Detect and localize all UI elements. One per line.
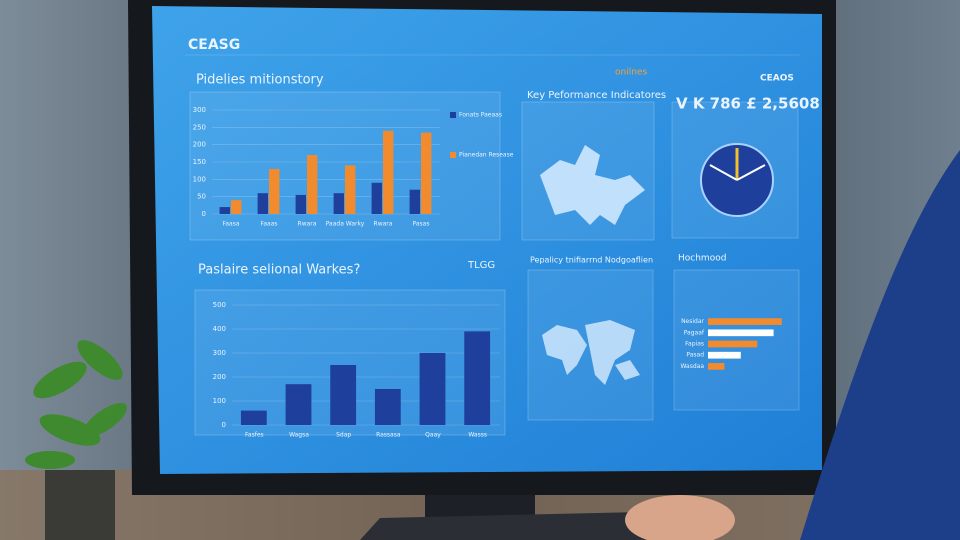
y-tick-label: Nesidar (681, 318, 704, 325)
y-tick-label: 50 (197, 193, 206, 201)
bar (307, 155, 318, 214)
legend-label: Fonats Paeaas (459, 112, 502, 119)
kpi-title: Key Peformance Indicatores (527, 90, 666, 101)
bar (708, 351, 741, 359)
x-tick-label: Wasss (468, 432, 487, 439)
keyboard (360, 512, 650, 540)
bar (371, 182, 382, 214)
plant-pot (45, 470, 115, 540)
bar (409, 189, 420, 214)
screen (152, 6, 822, 474)
bar (345, 165, 356, 214)
y-tick-label: 150 (193, 158, 206, 166)
map-title: Pepalicy tnifiarrnd Nodgoaflien (530, 256, 653, 265)
logo: CEASG (188, 37, 240, 53)
y-tick-label: 400 (213, 325, 226, 333)
gauge (700, 143, 774, 217)
bar (419, 353, 446, 425)
x-tick-label: Fasfes (245, 432, 264, 439)
bar (257, 193, 268, 214)
bar (374, 389, 401, 425)
map-1 (540, 145, 645, 225)
panels (189, 91, 800, 436)
x-tick-label: Rassasa (376, 432, 401, 439)
bar (421, 132, 432, 214)
bar (333, 193, 344, 214)
badge: CEAOS (760, 74, 794, 84)
y-tick-label: 0 (222, 421, 226, 429)
y-tick-label: 100 (213, 397, 226, 405)
y-tick-label: Wasdaa (680, 363, 704, 370)
hand (625, 495, 735, 540)
x-tick-label: Rwara (374, 221, 393, 228)
y-tick-label: 300 (193, 106, 206, 114)
bar (285, 384, 312, 425)
x-tick-label: Rwara (298, 221, 317, 228)
bar (295, 194, 306, 214)
x-tick-label: Faasa (222, 221, 239, 228)
chart-title: Paslaire selional Warkes? (198, 263, 360, 278)
y-tick-label: 100 (193, 175, 206, 183)
x-tick-label: Sdap (336, 432, 351, 439)
y-tick-label: Pasad (686, 352, 704, 359)
bar (219, 207, 230, 214)
y-tick-label: 0 (202, 210, 206, 218)
y-tick-label: 200 (213, 373, 226, 381)
x-tick-label: Wagsa (289, 432, 309, 439)
plant (25, 340, 128, 469)
y-tick-label: 500 (213, 301, 226, 309)
legend-swatch (450, 112, 456, 118)
legend-swatch (450, 152, 456, 158)
x-tick-label: Faaas (260, 221, 277, 228)
sleeve (800, 150, 960, 540)
bar (708, 318, 782, 325)
bar (240, 410, 267, 425)
bar (269, 168, 280, 214)
y-tick-label: Fapias (685, 341, 704, 348)
bar (231, 200, 242, 214)
bar (330, 365, 357, 425)
bar (708, 329, 774, 337)
y-tick-label: Pagaaf (684, 329, 705, 336)
y-tick-label: 200 (193, 141, 206, 149)
y-tick-label: 250 (193, 123, 206, 131)
bar (383, 130, 394, 214)
badge-2: TLGG (467, 260, 495, 271)
bar (708, 340, 758, 348)
x-tick-label: Paada Warky (326, 221, 365, 228)
y-tick-label: 300 (213, 349, 226, 357)
map-2 (542, 320, 640, 385)
status: onilnes (615, 68, 647, 78)
legend-label: Pianedan Resease (459, 152, 514, 159)
x-tick-label: Qaay (425, 432, 441, 439)
x-tick-label: Pasas (413, 221, 430, 228)
chart-title: Pidelies mitionstory (196, 73, 324, 88)
bar (464, 331, 491, 425)
bar (708, 363, 725, 370)
kpi-number: V K 786 £ 2,5608 (676, 95, 820, 113)
hbar-title: Hochmood (678, 254, 726, 264)
